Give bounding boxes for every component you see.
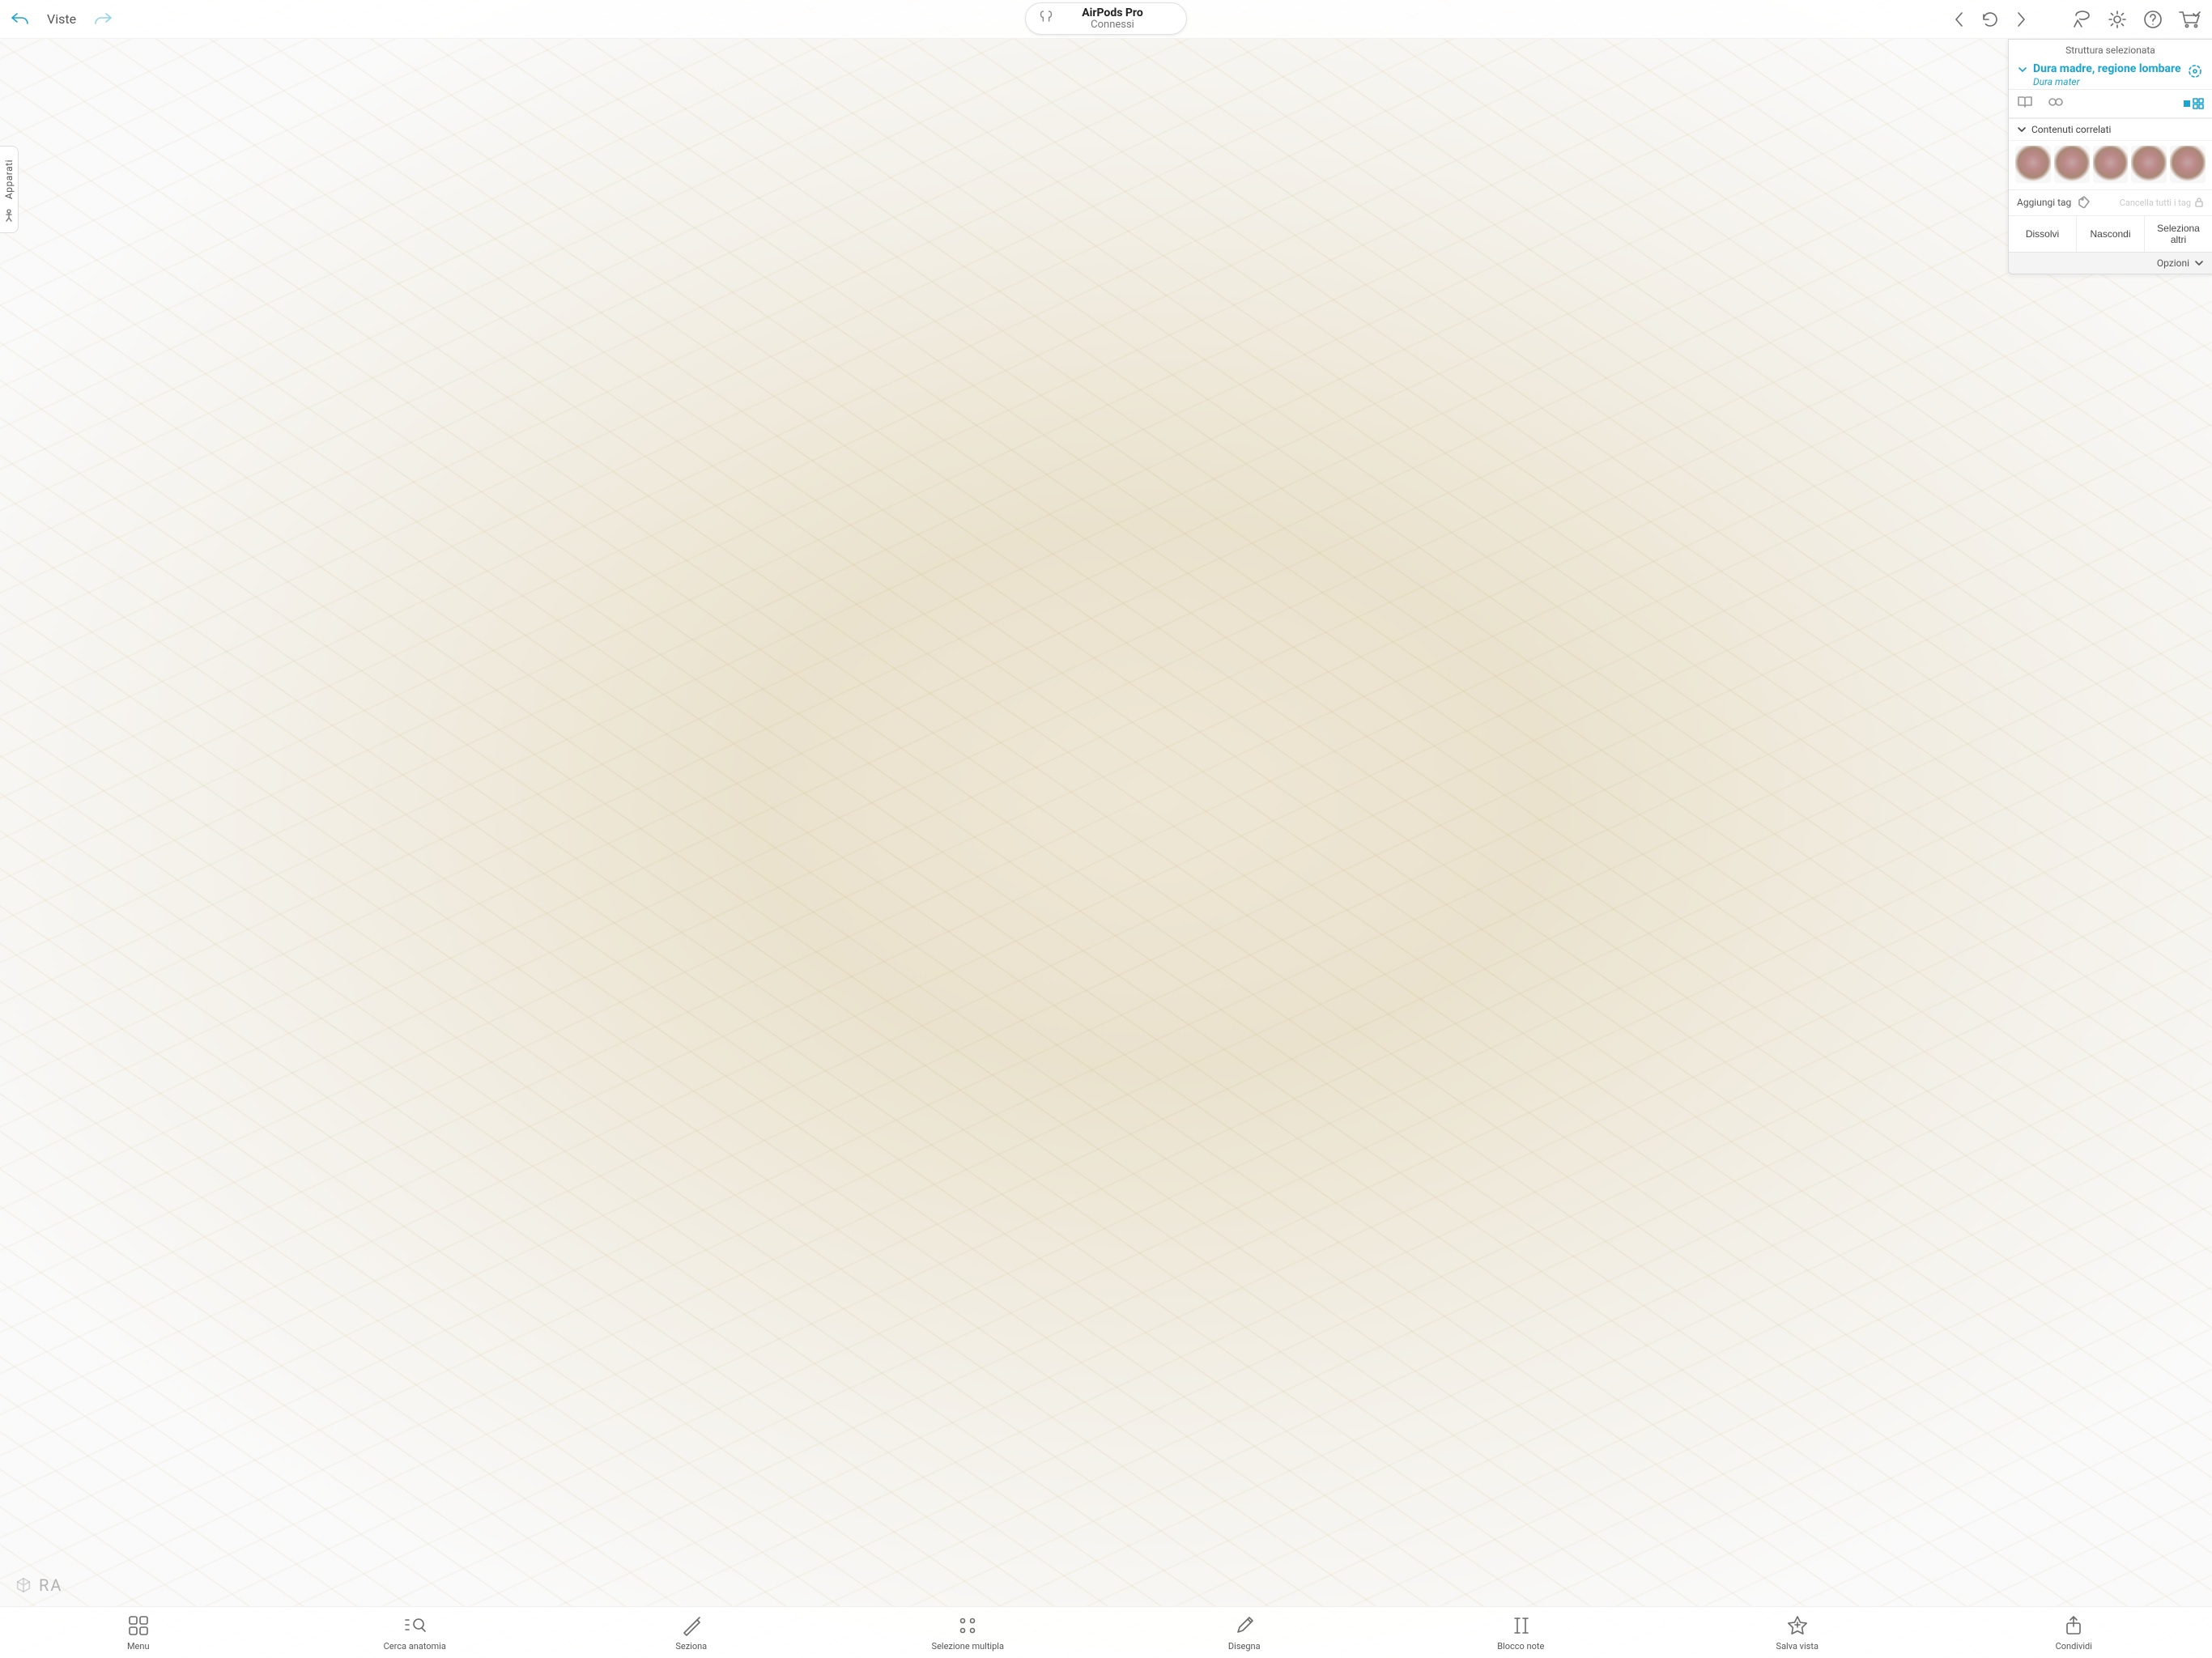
cart-icon bbox=[2178, 9, 2202, 30]
related-thumb-1[interactable] bbox=[2015, 146, 2051, 183]
related-content-toggle[interactable]: Contenuti correlati bbox=[2009, 118, 2212, 140]
structure-latin-name: Dura mater bbox=[2033, 76, 2181, 87]
history-back-button[interactable] bbox=[1953, 11, 1966, 28]
text-cursor-icon bbox=[1508, 1613, 1533, 1638]
star-icon bbox=[1785, 1613, 1810, 1638]
related-thumb-5[interactable] bbox=[2170, 146, 2206, 183]
menu-button[interactable]: Menu bbox=[102, 1613, 175, 1652]
scalpel-icon bbox=[679, 1613, 704, 1638]
notepad-label: Blocco note bbox=[1497, 1641, 1544, 1652]
chevron-down-icon bbox=[2194, 258, 2204, 268]
share-label: Condividi bbox=[2056, 1641, 2092, 1652]
settings-button[interactable] bbox=[2107, 9, 2128, 30]
chevron-right-icon bbox=[2014, 11, 2027, 28]
related-thumb-3[interactable] bbox=[2093, 146, 2129, 183]
options-label: Opzioni bbox=[2157, 257, 2189, 269]
dissect-button[interactable]: Seziona bbox=[655, 1613, 728, 1652]
redo-button[interactable] bbox=[92, 11, 113, 28]
redo-icon bbox=[92, 11, 113, 28]
grid-icon bbox=[2193, 98, 2204, 109]
related-thumb-4[interactable] bbox=[2131, 146, 2167, 183]
multiselect-icon bbox=[955, 1613, 980, 1638]
views-menu[interactable]: Viste bbox=[47, 11, 76, 27]
read-aloud-button[interactable] bbox=[2017, 95, 2033, 113]
status-title: AirPods Pro bbox=[1082, 6, 1142, 19]
select-others-button[interactable]: Seleziona altri bbox=[2144, 216, 2212, 252]
search-list-icon bbox=[402, 1613, 427, 1638]
book-icon bbox=[2017, 95, 2033, 109]
panel-header: Struttura selezionata bbox=[2009, 40, 2212, 59]
related-content-label: Contenuti correlati bbox=[2031, 124, 2111, 135]
menu-label: Menu bbox=[127, 1641, 150, 1652]
lasso-cut-icon bbox=[2071, 9, 2092, 30]
dissect-label: Seziona bbox=[675, 1641, 707, 1652]
undo-icon bbox=[10, 11, 31, 28]
history-forward-button[interactable] bbox=[2014, 11, 2027, 28]
undo-button[interactable] bbox=[10, 11, 31, 28]
chevron-down-icon bbox=[2017, 64, 2028, 75]
gear-icon bbox=[2107, 9, 2128, 30]
crosshair-icon bbox=[2186, 62, 2204, 80]
tag-icon bbox=[2078, 195, 2091, 210]
draw-button[interactable]: Disegna bbox=[1208, 1613, 1281, 1652]
pencil-icon bbox=[1232, 1613, 1257, 1638]
multiselect-label: Selezione multipla bbox=[932, 1641, 1004, 1652]
share-button[interactable]: Condividi bbox=[2037, 1613, 2110, 1652]
systems-side-tab[interactable]: Apparati bbox=[0, 146, 19, 233]
notepad-button[interactable]: Blocco note bbox=[1484, 1613, 1557, 1652]
dissolve-button[interactable]: Dissolvi bbox=[2009, 216, 2076, 252]
chevron-down-icon bbox=[2017, 125, 2027, 134]
search-label: Cerca anatomia bbox=[384, 1641, 446, 1652]
square-filled-icon bbox=[2183, 100, 2191, 108]
save-view-button[interactable]: Salva vista bbox=[1761, 1613, 1834, 1652]
multiselect-button[interactable]: Selezione multipla bbox=[931, 1613, 1004, 1652]
status-subtitle: Connessi bbox=[1091, 19, 1134, 31]
ar-mode-badge[interactable]: RA bbox=[15, 1575, 62, 1595]
body-mini-icon bbox=[4, 209, 14, 224]
cube-icon bbox=[15, 1576, 32, 1594]
hide-button[interactable]: Nascondi bbox=[2076, 216, 2144, 252]
panel-options-menu[interactable]: Opzioni bbox=[2009, 252, 2212, 274]
structure-expand-toggle[interactable] bbox=[2017, 64, 2028, 79]
bottom-toolbar: Menu Cerca anatomia Seziona Selezione mu… bbox=[0, 1606, 2212, 1658]
anatomy-3d-viewport[interactable] bbox=[0, 0, 2212, 1658]
share-icon bbox=[2061, 1613, 2086, 1638]
store-button[interactable] bbox=[2178, 9, 2202, 30]
help-icon bbox=[2142, 9, 2163, 30]
add-tag-button[interactable]: Aggiungi tag bbox=[2017, 197, 2071, 208]
chevron-left-icon bbox=[1953, 11, 1966, 28]
help-button[interactable] bbox=[2142, 9, 2163, 30]
tools-button[interactable] bbox=[2071, 9, 2092, 30]
systems-tab-label: Apparati bbox=[3, 159, 15, 199]
reset-view-button[interactable] bbox=[1980, 10, 2000, 29]
ar-label: RA bbox=[39, 1575, 62, 1595]
menu-grid-icon bbox=[126, 1613, 151, 1638]
airpods-status-pill[interactable]: AirPods Pro Connessi bbox=[1025, 2, 1187, 35]
refresh-icon bbox=[1980, 10, 2000, 29]
structure-name[interactable]: Dura madre, regione lombare bbox=[2033, 62, 2181, 76]
lock-icon bbox=[2194, 198, 2204, 207]
structure-info-panel: Struttura selezionata Dura madre, region… bbox=[2008, 39, 2212, 274]
link-icon bbox=[2048, 95, 2064, 109]
related-thumb-2[interactable] bbox=[2054, 146, 2090, 183]
draw-label: Disegna bbox=[1228, 1641, 1261, 1652]
view-grid-toggle[interactable] bbox=[2183, 98, 2204, 109]
search-anatomy-button[interactable]: Cerca anatomia bbox=[378, 1613, 451, 1652]
clear-tags-button: Cancella tutti i tag bbox=[2120, 198, 2204, 208]
pathology-button[interactable] bbox=[2048, 95, 2064, 113]
save-view-label: Salva vista bbox=[1776, 1641, 1819, 1652]
airpods-icon bbox=[1037, 8, 1055, 30]
related-thumbnails bbox=[2009, 140, 2212, 189]
focus-structure-button[interactable] bbox=[2186, 62, 2204, 83]
